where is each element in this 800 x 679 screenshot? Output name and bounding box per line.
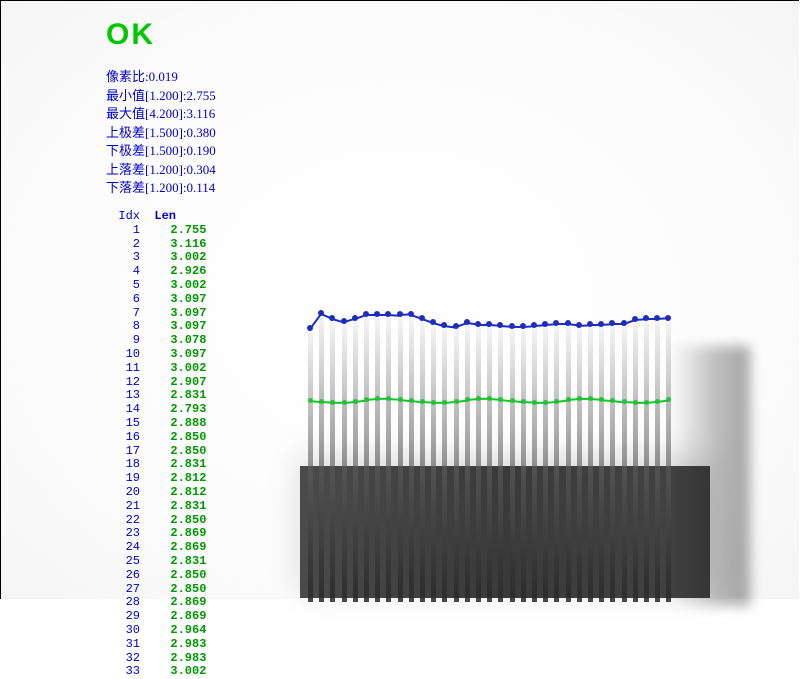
tip-connector-segment — [612, 323, 623, 325]
pin — [330, 318, 335, 602]
pin — [431, 322, 436, 602]
tip-connector-segment — [556, 323, 567, 325]
pin — [498, 325, 503, 602]
pin — [487, 324, 492, 602]
table-row: 2 3.116 — [110, 238, 206, 252]
table-row: 32 2.983 — [110, 652, 206, 666]
pin — [510, 326, 515, 602]
table-row: 14 2.793 — [110, 403, 206, 417]
tip-connector-segment — [478, 324, 489, 326]
pin — [532, 325, 537, 602]
table-row: 4 2.926 — [110, 265, 206, 279]
mid-connector-segment — [534, 402, 545, 404]
table-row: 30 2.964 — [110, 624, 206, 638]
pin — [342, 321, 347, 602]
table-row: 17 2.850 — [110, 445, 206, 459]
table-row: 22 2.850 — [110, 514, 206, 528]
pin — [577, 325, 582, 602]
table-row: 11 3.002 — [110, 362, 206, 376]
table-row: 12 2.907 — [110, 376, 206, 390]
table-row: 7 3.097 — [110, 307, 206, 321]
param-row: 最小值[1.200]:2.755 — [106, 87, 216, 106]
tip-connector-segment — [366, 314, 377, 316]
table-row: 8 3.097 — [110, 320, 206, 334]
table-row: 23 2.869 — [110, 527, 206, 541]
table-row: 27 2.850 — [110, 583, 206, 597]
mid-connector-segment — [332, 402, 343, 404]
table-row: 19 2.812 — [110, 472, 206, 486]
pin — [655, 318, 660, 602]
table-row: 13 2.831 — [110, 389, 206, 403]
param-row: 像素比:0.019 — [106, 68, 216, 87]
table-header: Idx Len — [110, 210, 206, 224]
pin — [364, 314, 369, 602]
pin — [454, 326, 459, 602]
table-row: 1 2.755 — [110, 224, 206, 238]
table-row: 16 2.850 — [110, 431, 206, 445]
table-row: 31 2.983 — [110, 638, 206, 652]
table-row: 20 2.812 — [110, 486, 206, 500]
table-row: 9 3.078 — [110, 334, 206, 348]
table-row: 26 2.850 — [110, 569, 206, 583]
pin — [386, 314, 391, 602]
table-row: 28 2.869 — [110, 596, 206, 610]
pin — [521, 326, 526, 602]
table-row: 25 2.831 — [110, 555, 206, 569]
pin — [465, 322, 470, 602]
param-row: 最大值[4.200]:3.116 — [106, 105, 216, 124]
mid-connector-segment — [635, 402, 646, 404]
table-row: 21 2.831 — [110, 500, 206, 514]
pin — [622, 323, 627, 602]
table-row: 18 2.831 — [110, 458, 206, 472]
pin — [599, 324, 604, 602]
pin — [420, 318, 425, 602]
pin — [543, 324, 548, 602]
param-row: 上极差[1.500]:0.380 — [106, 124, 216, 143]
table-row: 5 3.002 — [110, 279, 206, 293]
tip-connector-segment — [388, 314, 399, 317]
measurement-table: Idx Len1 2.7552 3.1163 3.0024 2.9265 3.0… — [110, 210, 206, 679]
pin — [644, 318, 649, 602]
pin — [409, 314, 414, 602]
pin — [308, 328, 313, 602]
table-row: 24 2.869 — [110, 541, 206, 555]
tip-connector-segment — [377, 314, 388, 316]
parameter-list: 像素比:0.019最小值[1.200]:2.755最大值[4.200]:3.11… — [106, 68, 216, 198]
tip-connector-segment — [646, 318, 657, 320]
pin — [633, 319, 638, 602]
pin — [353, 318, 358, 602]
pin — [476, 324, 481, 602]
table-row: 33 3.002 — [110, 665, 206, 679]
status-text: OK — [106, 18, 155, 52]
pin — [610, 323, 615, 602]
pin — [319, 313, 324, 602]
param-row: 上落差[1.200]:0.304 — [106, 161, 216, 180]
tip-connector-segment — [512, 326, 523, 328]
table-row: 15 2.888 — [110, 417, 206, 431]
table-row: 10 3.097 — [110, 348, 206, 362]
pin — [588, 324, 593, 602]
param-row: 下极差[1.500]:0.190 — [106, 142, 216, 161]
tip-connector-segment — [523, 325, 534, 328]
tip-connector-segment — [590, 324, 601, 326]
pin — [554, 323, 559, 602]
pin-overlay-region — [308, 302, 678, 602]
pin — [398, 314, 403, 602]
mid-connector-segment — [433, 402, 444, 404]
param-row: 下落差[1.200]:0.114 — [106, 179, 216, 198]
table-row: 29 2.869 — [110, 610, 206, 624]
table-row: 6 3.097 — [110, 293, 206, 307]
pin — [375, 314, 380, 602]
pin — [666, 318, 671, 602]
pin — [566, 323, 571, 602]
table-row: 3 3.002 — [110, 251, 206, 265]
pin — [442, 325, 447, 602]
tip-connector-segment — [500, 325, 511, 328]
